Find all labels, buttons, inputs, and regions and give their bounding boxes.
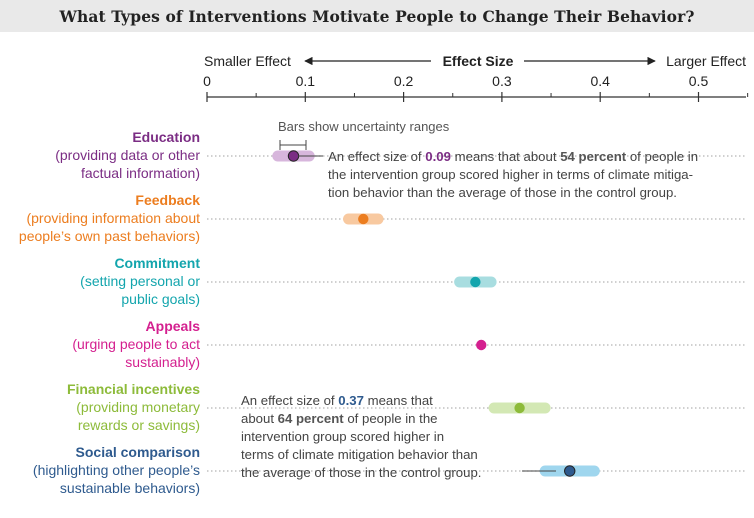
education-annotation-value: 0.09 <box>425 149 451 164</box>
intervention-row: Appeals (urging people to act sustainably) <box>72 318 746 370</box>
social-annotation-line3: intervention group scored higher in <box>241 429 444 444</box>
intervention-row: Social comparison (highlighting other peo… <box>33 444 746 496</box>
education-annotation-mid: means that about <box>451 149 560 164</box>
category-description: public goals) <box>121 291 200 307</box>
category-name: Commitment <box>114 255 200 271</box>
axis-label-effect-size: Effect Size <box>443 53 514 69</box>
social-annotation-line1: An effect size of 0.37 means that <box>241 393 433 408</box>
category-name: Feedback <box>135 192 200 208</box>
axis-label-larger-effect: Larger Effect <box>666 53 746 69</box>
education-annotation-pre: An effect size of <box>328 149 425 164</box>
education-annotation-line1: An effect size of 0.09 means that about … <box>328 149 698 164</box>
education-annotation-post: of people in <box>626 149 698 164</box>
category-description: (providing monetary <box>76 399 200 415</box>
category-description: (providing data or other <box>55 147 200 163</box>
intervention-row: Feedback (providing information about peop… <box>19 192 746 244</box>
social-annotation-line4: terms of climate mitigation behavior tha… <box>241 447 478 462</box>
education-annotation-percent: 54 percent <box>560 149 627 164</box>
social-annotation-line2-post: of people in the <box>344 411 438 426</box>
category-description: people’s own past behaviors) <box>19 228 200 244</box>
effect-size-point <box>358 213 369 225</box>
category-description: (setting personal or <box>80 273 200 289</box>
effect-size-point <box>564 465 576 477</box>
social-annotation-line5: the average of those in the control grou… <box>241 465 481 480</box>
education-annotation-line2: the intervention group scored higher in … <box>328 167 693 182</box>
intervention-row: Education (providing data or other factual… <box>55 129 746 181</box>
intervention-row: Financial incentives (providing monetary r… <box>67 381 746 433</box>
uncertainty-bracket <box>279 140 307 150</box>
intervention-rows: Education (providing data or other factual… <box>19 129 746 496</box>
category-name: Social comparison <box>76 444 200 460</box>
category-description: (providing information about <box>26 210 200 226</box>
social-annotation-percent: 64 percent <box>278 411 345 426</box>
category-description: (urging people to act <box>72 336 200 352</box>
x-tick-label: 0.2 <box>394 73 414 89</box>
social-annotation-pre: An effect size of <box>241 393 338 408</box>
category-name: Education <box>132 129 200 145</box>
effect-size-point <box>470 276 481 288</box>
social-annotation-line2-pre: about <box>241 411 278 426</box>
x-tick-label: 0 <box>203 73 211 89</box>
x-axis: 0 0.1 0.2 0.3 0.4 0.5 <box>203 73 749 102</box>
x-tick-label: 0.3 <box>492 73 512 89</box>
category-description: rewards or savings) <box>78 417 200 433</box>
effect-size-point <box>287 150 300 162</box>
social-annotation-post: means that <box>364 393 433 408</box>
title-bar: What Types of Interventions Motivate Peo… <box>0 0 754 32</box>
category-description: factual information) <box>81 165 200 181</box>
category-description: (highlighting other people’s <box>33 462 200 478</box>
social-annotation-line2: about 64 percent of people in the <box>241 411 438 426</box>
x-tick-label: 0.1 <box>296 73 316 89</box>
effect-size-point <box>476 339 487 351</box>
education-annotation-line3: tion behavior than the average of those … <box>328 185 677 200</box>
social-annotation-value: 0.37 <box>338 393 364 408</box>
intervention-row: Commitment (setting personal or public goa… <box>80 255 746 307</box>
chart-title: What Types of Interventions Motivate Peo… <box>59 6 695 26</box>
axis-label-smaller-effect: Smaller Effect <box>204 53 291 69</box>
category-name: Appeals <box>146 318 201 334</box>
x-tick-label: 0.4 <box>590 73 610 89</box>
category-name: Financial incentives <box>67 381 200 397</box>
uncertainty-note: Bars show uncertainty ranges <box>278 119 450 134</box>
category-description: sustainable behaviors) <box>60 480 200 496</box>
category-description: sustainably) <box>125 354 200 370</box>
x-tick-label: 0.5 <box>689 73 709 89</box>
effect-size-point <box>514 402 525 414</box>
